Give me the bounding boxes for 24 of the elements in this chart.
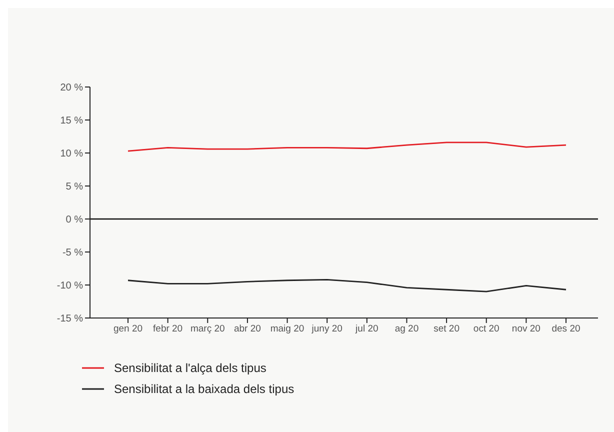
y-tick-label: 15 % <box>60 116 84 127</box>
y-tick-label: 10 % <box>60 148 84 160</box>
x-tick-label: maig 20 <box>270 324 304 335</box>
x-tick-label: jul 20 <box>354 324 378 335</box>
y-tick-label: -10 % <box>56 280 84 292</box>
y-tick-label: 20 % <box>60 82 84 94</box>
x-tick-label: nov 20 <box>512 324 540 335</box>
legend-label: Sensibilitat a l'alça dels tipus <box>114 361 266 375</box>
x-tick-label: abr 20 <box>234 324 261 335</box>
x-tick-label: ag 20 <box>394 324 419 335</box>
y-tick-label: -5 % <box>62 248 84 259</box>
y-tick-label: -15 % <box>56 314 84 325</box>
x-tick-label: set 20 <box>434 324 460 335</box>
legend-label: Sensibilitat a la baixada dels tipus <box>114 382 294 396</box>
x-tick-label: des 20 <box>552 324 580 335</box>
line-series <box>127 142 567 152</box>
x-tick-label: gen 20 <box>113 324 143 335</box>
x-tick-label: oct 20 <box>473 324 500 335</box>
x-tick-label: març 20 <box>190 324 225 335</box>
x-tick-label: febr 20 <box>153 324 183 335</box>
x-tick-label: juny 20 <box>310 324 342 335</box>
y-tick-label: 5 % <box>66 182 84 193</box>
line-series <box>127 279 567 292</box>
y-tick-label: 0 % <box>66 214 84 226</box>
